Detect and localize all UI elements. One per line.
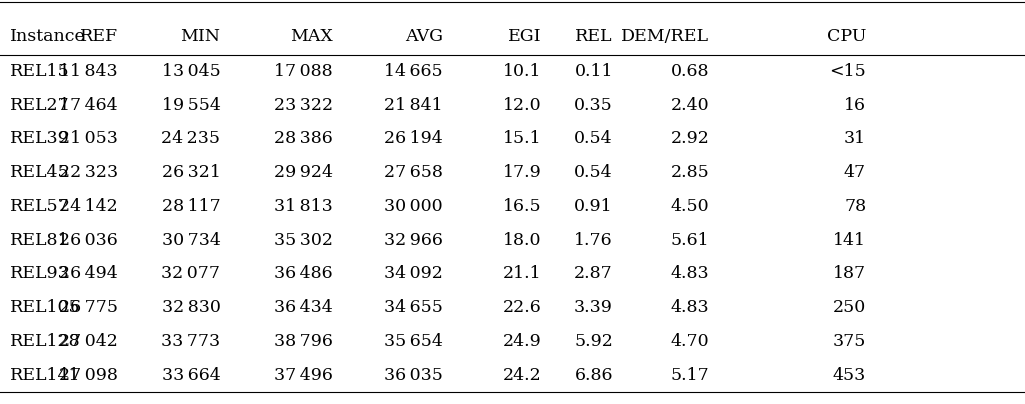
Text: 4.70: 4.70 (670, 333, 709, 350)
Text: REL39: REL39 (10, 130, 70, 147)
Text: 1.76: 1.76 (574, 231, 613, 248)
Text: 4.83: 4.83 (670, 265, 709, 282)
Text: DEM/REL: DEM/REL (621, 28, 709, 45)
Text: 23 322: 23 322 (274, 97, 333, 114)
Text: 4.83: 4.83 (670, 299, 709, 316)
Text: Instance: Instance (10, 28, 86, 45)
Text: 26 494: 26 494 (59, 265, 118, 282)
Text: 30 734: 30 734 (162, 231, 220, 248)
Text: 2.87: 2.87 (574, 265, 613, 282)
Text: EGI: EGI (507, 28, 541, 45)
Text: 26 321: 26 321 (162, 164, 220, 181)
Text: 16: 16 (845, 97, 866, 114)
Text: 10.1: 10.1 (502, 63, 541, 80)
Text: 38 796: 38 796 (275, 333, 333, 350)
Text: <15: <15 (829, 63, 866, 80)
Text: 453: 453 (833, 366, 866, 383)
Text: 15.1: 15.1 (502, 130, 541, 147)
Text: 0.68: 0.68 (670, 63, 709, 80)
Text: 47: 47 (844, 164, 866, 181)
Text: REL141: REL141 (10, 366, 81, 383)
Text: REL93: REL93 (10, 265, 70, 282)
Text: 24.2: 24.2 (502, 366, 541, 383)
Text: 2.40: 2.40 (670, 97, 709, 114)
Text: 34 655: 34 655 (384, 299, 443, 316)
Text: MAX: MAX (290, 28, 333, 45)
Text: AVG: AVG (405, 28, 443, 45)
Text: REL15: REL15 (10, 63, 70, 80)
Text: 33 773: 33 773 (161, 333, 220, 350)
Text: REL: REL (575, 28, 613, 45)
Text: 24.9: 24.9 (502, 333, 541, 350)
Text: 24 142: 24 142 (59, 198, 118, 215)
Text: 18.0: 18.0 (502, 231, 541, 248)
Text: 2.92: 2.92 (670, 130, 709, 147)
Text: 30 000: 30 000 (384, 198, 443, 215)
Text: REL128: REL128 (10, 333, 81, 350)
Text: 36 486: 36 486 (275, 265, 333, 282)
Text: 78: 78 (844, 198, 866, 215)
Text: 32 966: 32 966 (384, 231, 443, 248)
Text: 32 830: 32 830 (162, 299, 220, 316)
Text: 2.85: 2.85 (670, 164, 709, 181)
Text: 28 386: 28 386 (275, 130, 333, 147)
Text: 0.91: 0.91 (574, 198, 613, 215)
Text: 29 924: 29 924 (274, 164, 333, 181)
Text: 22.6: 22.6 (502, 299, 541, 316)
Text: 35 654: 35 654 (384, 333, 443, 350)
Text: 17 088: 17 088 (275, 63, 333, 80)
Text: 36 035: 36 035 (384, 366, 443, 383)
Text: 26 775: 26 775 (58, 299, 118, 316)
Text: 27 658: 27 658 (384, 164, 443, 181)
Text: 21 841: 21 841 (384, 97, 443, 114)
Text: 26 194: 26 194 (384, 130, 443, 147)
Text: 28 117: 28 117 (162, 198, 220, 215)
Text: 26 036: 26 036 (59, 231, 118, 248)
Text: 16.5: 16.5 (502, 198, 541, 215)
Text: 250: 250 (833, 299, 866, 316)
Text: 4.50: 4.50 (670, 198, 709, 215)
Text: 141: 141 (833, 231, 866, 248)
Text: 17 464: 17 464 (59, 97, 118, 114)
Text: 31: 31 (844, 130, 866, 147)
Text: 19 554: 19 554 (162, 97, 220, 114)
Text: 34 092: 34 092 (384, 265, 443, 282)
Text: 17.9: 17.9 (502, 164, 541, 181)
Text: 375: 375 (832, 333, 866, 350)
Text: REL81: REL81 (10, 231, 70, 248)
Text: REF: REF (80, 28, 118, 45)
Text: 21.1: 21.1 (502, 265, 541, 282)
Text: MIN: MIN (180, 28, 220, 45)
Text: REL45: REL45 (10, 164, 70, 181)
Text: 32 077: 32 077 (161, 265, 220, 282)
Text: 0.54: 0.54 (574, 130, 613, 147)
Text: 187: 187 (833, 265, 866, 282)
Text: 31 813: 31 813 (275, 198, 333, 215)
Text: 5.61: 5.61 (670, 231, 709, 248)
Text: REL105: REL105 (10, 299, 81, 316)
Text: 0.35: 0.35 (574, 97, 613, 114)
Text: 6.86: 6.86 (574, 366, 613, 383)
Text: 5.17: 5.17 (670, 366, 709, 383)
Text: CPU: CPU (827, 28, 866, 45)
Text: 35 302: 35 302 (274, 231, 333, 248)
Text: 27 042: 27 042 (59, 333, 118, 350)
Text: 22 323: 22 323 (58, 164, 118, 181)
Text: 3.39: 3.39 (574, 299, 613, 316)
Text: 14 665: 14 665 (384, 63, 443, 80)
Text: 21 053: 21 053 (59, 130, 118, 147)
Text: 5.92: 5.92 (574, 333, 613, 350)
Text: 36 434: 36 434 (275, 299, 333, 316)
Text: 33 664: 33 664 (162, 366, 220, 383)
Text: 0.54: 0.54 (574, 164, 613, 181)
Text: 27 098: 27 098 (59, 366, 118, 383)
Text: REL57: REL57 (10, 198, 70, 215)
Text: 24 235: 24 235 (161, 130, 220, 147)
Text: 13 045: 13 045 (162, 63, 220, 80)
Text: REL27: REL27 (10, 97, 70, 114)
Text: 0.11: 0.11 (574, 63, 613, 80)
Text: 12.0: 12.0 (502, 97, 541, 114)
Text: 37 496: 37 496 (275, 366, 333, 383)
Text: 11 843: 11 843 (59, 63, 118, 80)
